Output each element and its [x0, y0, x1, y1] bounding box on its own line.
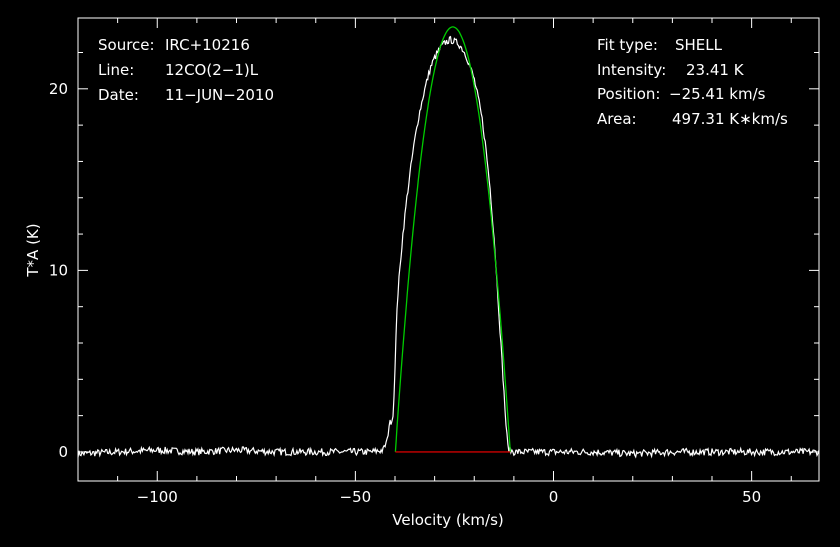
info-date-key: Date: — [98, 86, 139, 104]
y-tick-label: 20 — [49, 80, 68, 98]
y-tick-label: 10 — [49, 261, 68, 279]
info-fit-type-key: Fit type: — [597, 36, 658, 54]
info-date-value: 11−JUN−2010 — [165, 86, 274, 104]
info-fit-type-value: SHELL — [675, 36, 723, 54]
info-position-value: −25.41 km/s — [669, 85, 766, 103]
x-tick-label: −100 — [137, 488, 178, 506]
info-intensity-value: 23.41 K — [686, 61, 745, 79]
info-line-value: 12CO(2−1)L — [165, 61, 259, 79]
y-axis-label: T*A (K) — [24, 223, 42, 277]
shell-fit-line — [394, 26, 511, 452]
info-source-key: Source: — [98, 36, 155, 54]
axis-ticks — [77, 18, 819, 481]
info-line-key: Line: — [98, 61, 134, 79]
x-axis-label: Velocity (km/s) — [392, 511, 503, 529]
info-source-value: IRC+10216 — [165, 36, 250, 54]
info-area-key: Area: — [597, 110, 637, 128]
x-tick-label: 0 — [549, 488, 559, 506]
info-intensity-key: Intensity: — [597, 61, 666, 79]
x-tick-label: −50 — [340, 488, 372, 506]
plot-frame — [77, 17, 820, 482]
spectrum-series-line — [77, 35, 820, 459]
x-tick-label: 50 — [742, 488, 761, 506]
y-tick-label: 0 — [58, 443, 68, 461]
info-area-value: 497.31 K∗km/s — [672, 110, 788, 128]
info-position-key: Position: — [597, 85, 660, 103]
tick-labels: −100 −50 0 50 0 10 20 — [49, 80, 761, 506]
